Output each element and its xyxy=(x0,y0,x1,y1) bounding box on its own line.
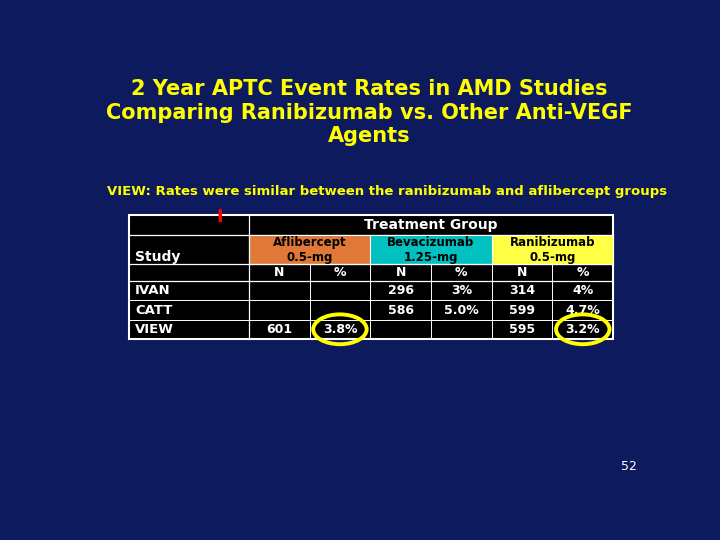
Bar xyxy=(492,235,613,264)
Text: Ranibizumab
0.5-mg: Ranibizumab 0.5-mg xyxy=(510,235,595,264)
Text: IVAN: IVAN xyxy=(135,284,171,298)
Text: 586: 586 xyxy=(387,303,414,316)
Text: Treatment Group: Treatment Group xyxy=(364,218,498,232)
Text: N: N xyxy=(517,266,527,279)
Text: 3%: 3% xyxy=(451,284,472,298)
Text: 314: 314 xyxy=(509,284,535,298)
Text: I: I xyxy=(216,208,222,226)
Text: Aflibercept
0.5-mg: Aflibercept 0.5-mg xyxy=(273,235,346,264)
Text: 595: 595 xyxy=(509,323,535,336)
Text: 601: 601 xyxy=(266,323,292,336)
Text: Study: Study xyxy=(135,249,180,264)
Bar xyxy=(370,235,492,264)
Bar xyxy=(249,235,370,264)
Text: 4%: 4% xyxy=(572,284,593,298)
Text: 52: 52 xyxy=(621,460,636,473)
Text: 3.2%: 3.2% xyxy=(565,323,600,336)
Text: VIEW: VIEW xyxy=(135,323,174,336)
Text: N: N xyxy=(395,266,406,279)
Text: 599: 599 xyxy=(509,303,535,316)
Text: 2 Year APTC Event Rates in AMD Studies
Comparing Ranibizumab vs. Other Anti-VEGF: 2 Year APTC Event Rates in AMD Studies C… xyxy=(106,79,632,146)
Bar xyxy=(129,215,613,339)
Text: %: % xyxy=(333,266,346,279)
Text: 3.8%: 3.8% xyxy=(323,323,357,336)
Text: %: % xyxy=(577,266,589,279)
Text: 296: 296 xyxy=(387,284,414,298)
Text: N: N xyxy=(274,266,284,279)
Text: 5.0%: 5.0% xyxy=(444,303,479,316)
Text: VIEW: Rates were similar between the ranibizumab and aflibercept groups: VIEW: Rates were similar between the ran… xyxy=(107,185,667,198)
Text: 4.7%: 4.7% xyxy=(565,303,600,316)
Text: %: % xyxy=(455,266,467,279)
Text: Bevacizumab
1.25-mg: Bevacizumab 1.25-mg xyxy=(387,235,474,264)
Text: CATT: CATT xyxy=(135,303,172,316)
